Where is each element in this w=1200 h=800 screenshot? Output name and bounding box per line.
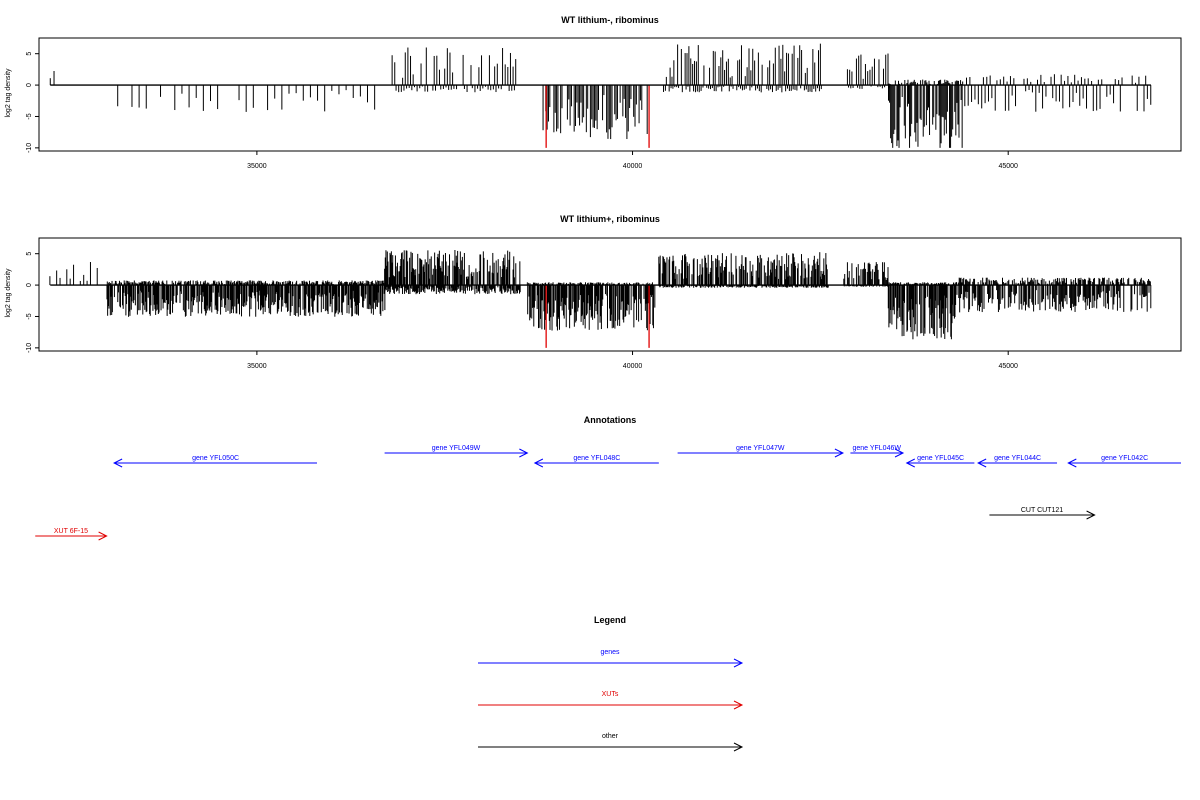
x-axis: 35000 40000 45000 [247, 150, 1018, 170]
feature-label: gene YFL050C [192, 455, 239, 462]
x-tick-label: 40000 [623, 163, 643, 170]
x-tick-label: 35000 [247, 363, 267, 370]
feature-label: gene YFL046W [852, 445, 901, 452]
feature-arrow: XUT 6F-15 [35, 528, 108, 541]
panel-title: WT lithium+, ribominus [560, 214, 660, 224]
density-bars [49, 43, 1152, 148]
feature-label: gene YFL045C [917, 455, 964, 462]
feature-label: gene YFL047W [736, 445, 785, 452]
y-tick-label: 5 [26, 52, 33, 56]
feature-arrow: gene YFL049W [384, 445, 529, 458]
legend-items: genes XUTs other [478, 649, 744, 752]
y-axis-label: log2 tag density [5, 68, 12, 118]
feature-arrow: gene YFL042C [1067, 455, 1181, 468]
x-tick-label: 45000 [998, 163, 1018, 170]
feature-label: gene YFL044C [994, 455, 1041, 462]
y-tick-label: -10 [26, 143, 33, 153]
legend-item: other [478, 733, 744, 752]
feature-arrow: gene YFL048C [533, 455, 659, 468]
feature-label: CUT CUT121 [1021, 507, 1063, 514]
highlight-bars [545, 85, 650, 148]
feature-arrow: gene YFL045C [905, 455, 975, 468]
legend: Legend genes XUTs other [478, 615, 744, 752]
feature-arrows: gene YFL050C gene YFL049W gene YFL048C gene… [35, 445, 1181, 541]
density-panel-lithium-plus: WT lithium+, ribominus log2 tag density … [5, 214, 1182, 370]
feature-label: gene YFL049W [432, 445, 481, 452]
y-tick-label: -10 [26, 343, 33, 353]
feature-arrow: gene YFL047W [677, 445, 845, 458]
legend-item-label: XUTs [602, 691, 619, 698]
panel-title: WT lithium-, ribominus [561, 15, 659, 25]
legend-title: Legend [594, 615, 626, 625]
feature-arrow: gene YFL044C [977, 455, 1058, 468]
density-bars [49, 250, 1152, 340]
feature-arrow: gene YFL046W [850, 445, 905, 458]
y-tick-label: 0 [26, 283, 33, 287]
legend-item: genes [478, 649, 744, 668]
y-tick-label: -5 [26, 313, 33, 319]
x-tick-label: 45000 [998, 363, 1018, 370]
x-axis: 35000 40000 45000 [247, 350, 1018, 370]
density-panel-lithium-minus: WT lithium-, ribominus log2 tag density … [5, 15, 1182, 170]
feature-label: XUT 6F-15 [54, 528, 88, 535]
y-axis: -10 -5 0 5 [26, 52, 40, 153]
y-axis-label: log2 tag density [5, 268, 12, 318]
legend-item-label: genes [600, 649, 620, 656]
x-tick-label: 40000 [623, 363, 643, 370]
annotations-title: Annotations [584, 415, 637, 425]
y-axis: -10 -5 0 5 [26, 252, 40, 353]
y-tick-label: 5 [26, 252, 33, 256]
highlight-bars [545, 285, 650, 348]
feature-label: gene YFL042C [1101, 455, 1148, 462]
y-tick-label: -5 [26, 113, 33, 119]
legend-item: XUTs [478, 691, 744, 710]
legend-item-label: other [602, 733, 619, 740]
feature-label: gene YFL048C [573, 455, 620, 462]
feature-arrow: CUT CUT121 [989, 507, 1096, 520]
feature-arrow: gene YFL050C [113, 455, 317, 468]
y-tick-label: 0 [26, 83, 33, 87]
x-tick-label: 35000 [247, 163, 267, 170]
